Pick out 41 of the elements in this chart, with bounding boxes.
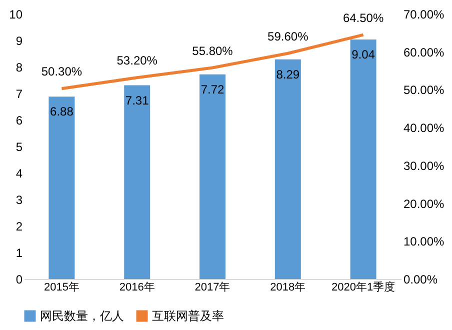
y-tick-label: 0: [16, 272, 23, 286]
y2-tick-label: 50.00%: [404, 83, 445, 98]
data-label: 9.04: [352, 47, 376, 62]
y-tick-label: 3: [16, 193, 23, 207]
y-tick-label: 7: [16, 87, 23, 101]
data-label: 53.20%: [116, 54, 158, 68]
y2-tick-label: 10.00%: [404, 234, 445, 249]
y-tick-label: 4: [16, 166, 23, 180]
y-tick-label: 8: [16, 60, 23, 74]
y-tick-label: 10: [9, 8, 23, 22]
legend-label: 互联网普及率: [152, 309, 224, 323]
y2-tick-label: 60.00%: [404, 45, 445, 60]
y2-tick-label: 20.00%: [404, 196, 445, 211]
data-label: 8.29: [276, 67, 300, 82]
bar: [48, 96, 75, 279]
y2-tick-label: 70.00%: [404, 8, 445, 22]
y2-tick-label: 0.00%: [404, 272, 438, 286]
y-tick-label: 6: [16, 114, 23, 128]
y2-tick-label: 30.00%: [404, 158, 445, 173]
data-label: 7.72: [200, 82, 224, 96]
data-label: 55.80%: [192, 44, 234, 58]
y-tick-label: 9: [16, 34, 23, 48]
data-label: 6.88: [50, 104, 74, 119]
data-label: 59.60%: [268, 29, 309, 44]
data-label: 64.50%: [342, 10, 384, 25]
data-label: 7.31: [125, 93, 150, 108]
y-tick-label: 1: [16, 246, 23, 260]
data-label: 50.30%: [41, 64, 82, 79]
x-tick-label: 2018年: [270, 282, 306, 294]
bar: [124, 85, 150, 279]
x-tick-label: 2017年: [194, 282, 230, 294]
y2-tick-label: 40.00%: [404, 121, 445, 136]
bar: [350, 39, 376, 279]
y-tick-label: 5: [16, 140, 23, 154]
x-tick-label: 2015年: [44, 282, 80, 294]
y-tick-label: 2: [16, 220, 23, 234]
bar: [274, 59, 301, 279]
x-tick-label: 2016年: [119, 282, 155, 294]
x-tick-label: 2020年1季度: [332, 280, 396, 294]
bar: [200, 74, 226, 279]
legend-label: 网民数量，亿人: [40, 309, 124, 323]
